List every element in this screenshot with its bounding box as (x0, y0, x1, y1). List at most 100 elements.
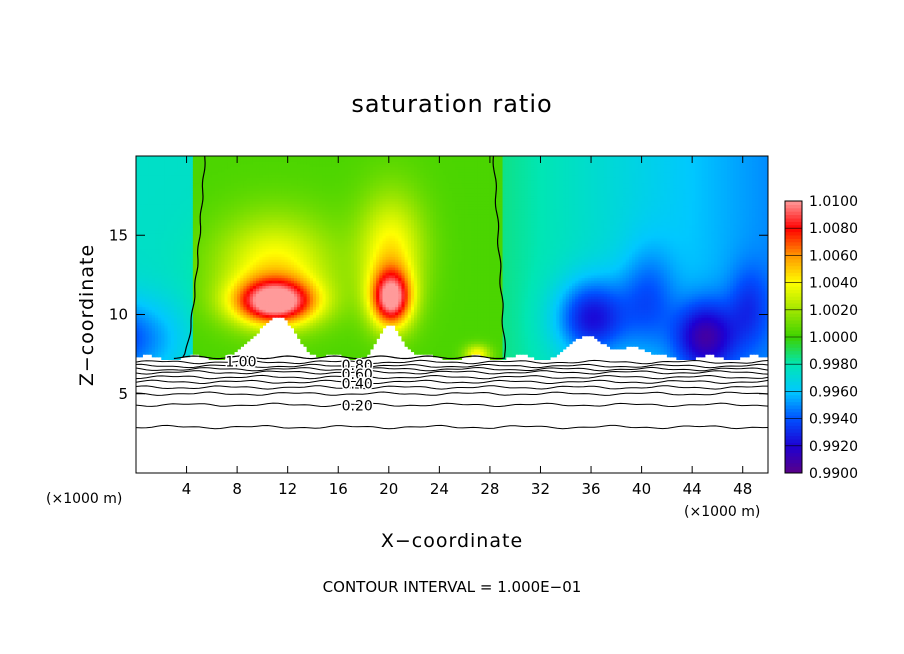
field-cell (196, 222, 200, 226)
field-cell (278, 216, 282, 220)
field-cell (227, 330, 232, 334)
field-cell (341, 166, 346, 170)
field-cell (290, 177, 295, 181)
field-cell (151, 274, 156, 279)
field-cell (196, 211, 200, 215)
field-cell (303, 198, 308, 202)
field-cell (240, 224, 245, 228)
field-cell (218, 309, 222, 313)
field-cell (215, 256, 219, 260)
field-cell (240, 245, 245, 250)
field-cell (205, 348, 210, 353)
field-cell (328, 163, 333, 168)
field-cell (271, 253, 276, 257)
field-cell (142, 158, 147, 162)
field-cell (189, 216, 194, 220)
field-cell (275, 222, 279, 226)
field-cell (227, 158, 232, 162)
field-cell (148, 163, 153, 168)
field-cell (170, 232, 175, 236)
field-cell (205, 248, 210, 252)
field-cell (309, 346, 314, 350)
field-cell (284, 163, 289, 168)
field-cell (136, 290, 140, 294)
field-cell (290, 216, 295, 220)
field-cell (331, 237, 336, 242)
field-cell (256, 200, 260, 205)
field-cell (233, 325, 238, 329)
field-cell (265, 174, 270, 178)
field-cell (145, 163, 150, 168)
field-cell (136, 232, 140, 236)
field-cell (224, 216, 229, 220)
field-cell (240, 301, 245, 305)
field-cell (316, 229, 320, 234)
field-cell (183, 211, 188, 215)
field-cell (303, 190, 308, 194)
field-cell (335, 298, 339, 302)
field-cell (221, 177, 226, 181)
field-cell (202, 274, 207, 279)
field-cell (227, 269, 232, 273)
field-cell (142, 232, 147, 236)
field-cell (344, 232, 349, 236)
field-cell (331, 332, 336, 337)
field-cell (192, 211, 197, 215)
field-cell (341, 235, 346, 239)
field-cell (312, 232, 317, 236)
field-cell (205, 214, 210, 218)
field-cell (167, 229, 172, 234)
field-cell (151, 272, 156, 276)
field-cell (151, 214, 156, 218)
field-cell (173, 161, 178, 165)
field-cell (300, 190, 305, 194)
field-cell (173, 174, 178, 178)
field-cell (275, 296, 279, 300)
field-cell (319, 248, 324, 252)
field-cell (177, 296, 181, 300)
field-cell (338, 290, 342, 294)
field-cell (300, 235, 305, 239)
field-cell (344, 306, 349, 310)
field-cell (300, 277, 305, 281)
field-cell (306, 322, 311, 326)
field-cell (331, 348, 336, 353)
field-cell (300, 301, 305, 305)
field-cell (287, 171, 292, 176)
field-cell (224, 177, 229, 181)
field-cell (237, 248, 241, 252)
field-cell (224, 296, 229, 300)
field-cell (287, 264, 292, 268)
field-cell (208, 354, 213, 358)
field-cell (328, 319, 333, 324)
field-cell (240, 156, 245, 160)
field-cell (161, 340, 166, 345)
field-cell (189, 161, 194, 165)
field-cell (312, 211, 317, 215)
field-cell (170, 163, 175, 168)
field-cell (208, 322, 213, 326)
field-cell (186, 335, 191, 339)
field-cell (221, 293, 226, 297)
field-cell (328, 282, 333, 287)
field-cell (300, 182, 305, 186)
field-cell (271, 219, 276, 223)
field-cell (237, 311, 241, 316)
field-cell (151, 224, 156, 228)
field-cell (281, 285, 286, 289)
field-cell (249, 288, 254, 292)
field-cell (322, 240, 327, 244)
field-cell (154, 171, 159, 176)
field-cell (211, 208, 216, 213)
field-cell (139, 272, 143, 276)
field-cell (338, 317, 342, 321)
field-cell (259, 169, 263, 173)
field-cell (145, 206, 150, 210)
field-cell (208, 269, 213, 273)
field-cell (180, 340, 184, 345)
field-cell (227, 314, 232, 318)
field-cell (268, 200, 273, 205)
field-cell (208, 317, 213, 321)
field-cell (164, 298, 169, 302)
field-cell (240, 200, 245, 205)
